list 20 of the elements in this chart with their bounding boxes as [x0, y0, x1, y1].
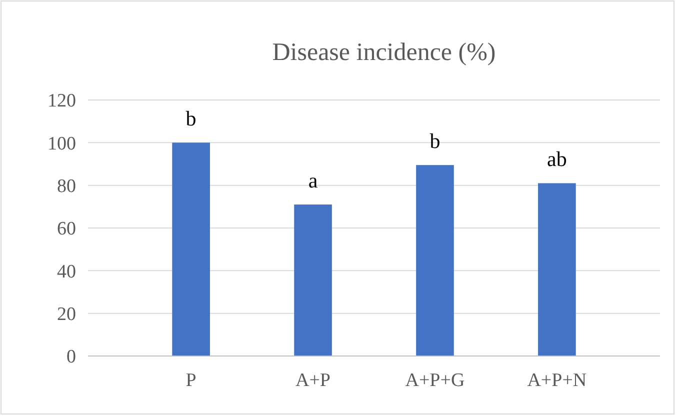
annotation: ab	[547, 147, 567, 172]
x-tick-label: P	[186, 370, 196, 391]
bar	[538, 183, 576, 356]
y-tick-label: 120	[48, 90, 76, 112]
annotation: b	[186, 106, 196, 131]
y-tick-label: 20	[57, 304, 76, 325]
x-tick-label: A+P+G	[405, 370, 465, 391]
bar	[172, 142, 210, 356]
annotation: b	[430, 129, 440, 154]
bar	[416, 165, 454, 356]
y-tick-label: 0	[66, 346, 76, 368]
annotation: a	[308, 168, 318, 193]
y-tick-label: 100	[48, 133, 76, 154]
chart-title: Disease incidence (%)	[272, 39, 496, 66]
x-tick-label: A+P	[296, 370, 331, 391]
y-tick-label: 60	[57, 218, 76, 240]
bar	[294, 204, 332, 356]
x-tick-label: A+P+N	[527, 370, 587, 391]
y-tick-label: 40	[57, 261, 76, 282]
y-tick-label: 80	[57, 176, 76, 197]
